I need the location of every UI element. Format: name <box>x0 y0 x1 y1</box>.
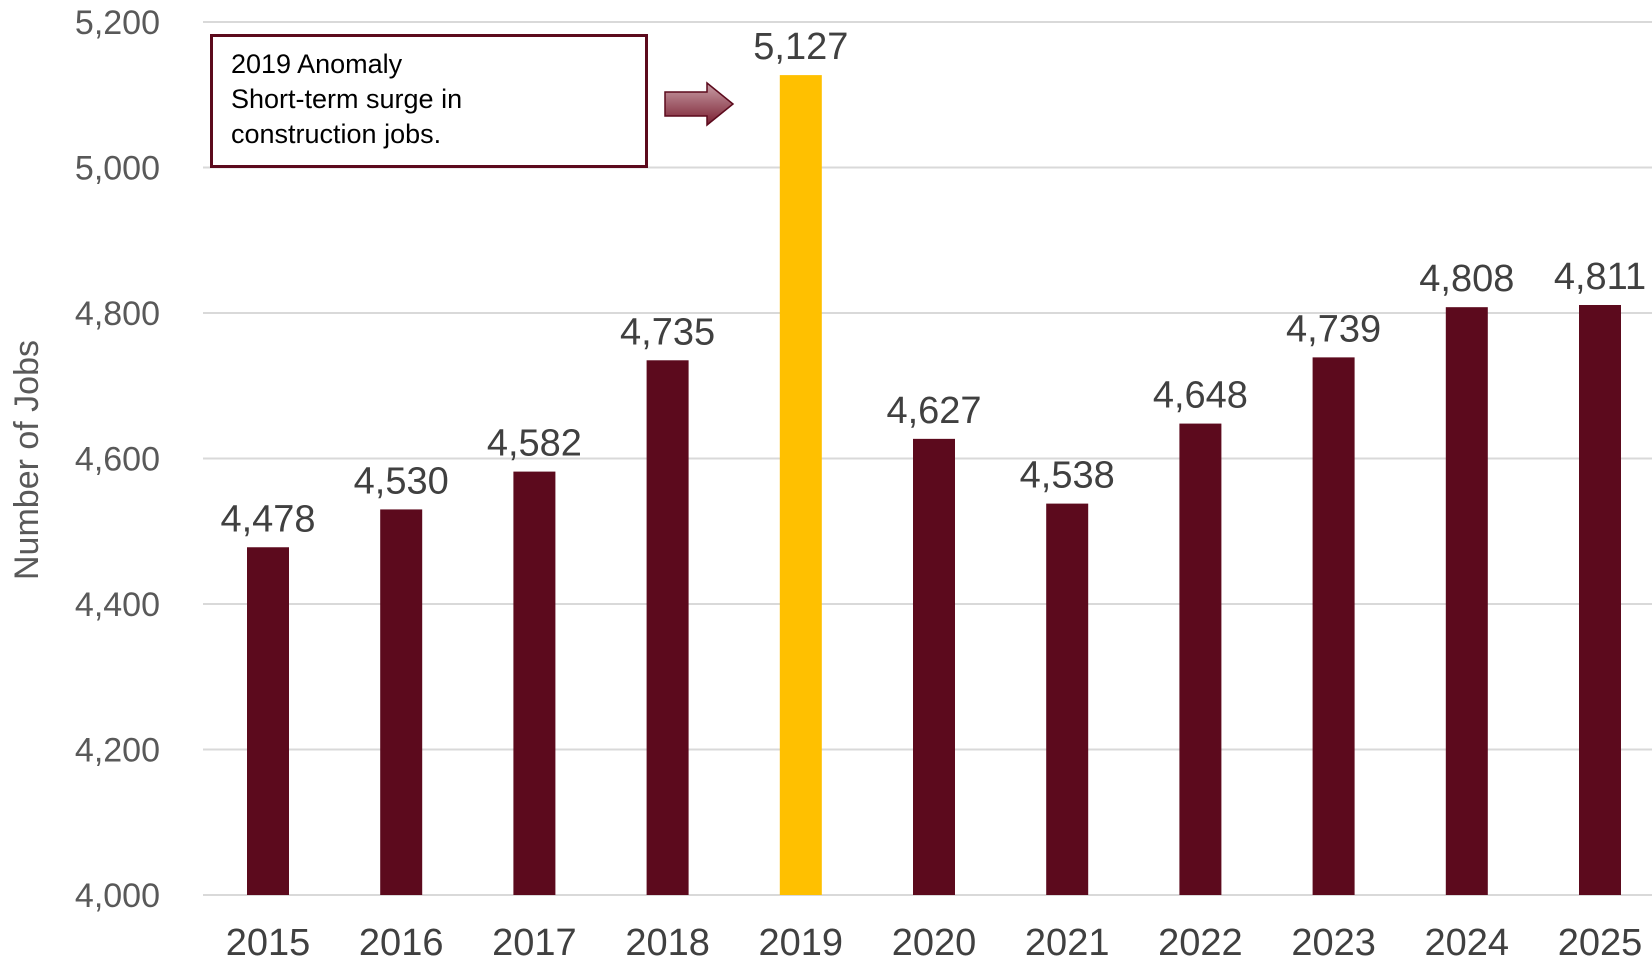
data-label-2017: 4,582 <box>487 423 582 465</box>
bar-2024 <box>1445 307 1488 895</box>
data-label-2018: 4,735 <box>620 311 715 353</box>
data-label-2015: 4,478 <box>220 498 315 540</box>
x-tick-label-2023: 2023 <box>1291 922 1376 964</box>
data-label-2021: 4,538 <box>1020 455 1115 497</box>
callout-line: construction jobs. <box>231 119 442 149</box>
y-tick-label: 5,200 <box>75 4 160 42</box>
data-label-2022: 4,648 <box>1153 375 1248 417</box>
y-tick-label: 4,600 <box>75 441 160 479</box>
y-tick-label: 5,000 <box>75 150 160 188</box>
y-tick-label: 4,200 <box>75 732 160 770</box>
y-tick-label: 4,000 <box>75 877 160 915</box>
bar-2018 <box>646 360 689 896</box>
y-tick-label: 4,400 <box>75 586 160 624</box>
x-tick-label-2024: 2024 <box>1425 922 1510 964</box>
bar-2022 <box>1179 423 1222 895</box>
data-label-2025: 4,811 <box>1554 256 1646 298</box>
callout-line: 2019 Anomaly <box>231 49 403 79</box>
y-axis-tick-labels: 4,000 4,200 4,400 4,600 4,800 5,000 5,200 <box>75 4 160 915</box>
bar-2021 <box>1046 503 1089 895</box>
y-axis-title: Number of Jobs <box>8 340 46 580</box>
data-label-2016: 4,530 <box>354 460 449 502</box>
data-label-2020: 4,627 <box>886 390 981 432</box>
x-tick-label-2017: 2017 <box>492 922 577 964</box>
bar-2023 <box>1312 357 1355 895</box>
bar-2016 <box>380 509 423 895</box>
bar-2025 <box>1579 304 1621 895</box>
x-tick-label-2021: 2021 <box>1025 922 1110 964</box>
callout-line: Short-term surge in <box>231 84 463 114</box>
x-axis-tick-labels: 2015 2016 2017 2018 2019 2020 2021 2022 2023 2024… <box>226 922 1643 964</box>
x-tick-label-2019: 2019 <box>759 922 844 964</box>
x-tick-label-2025: 2025 <box>1558 922 1643 964</box>
bar-2015 <box>247 547 289 895</box>
anomaly-callout-box: 2019 Anomaly Short-term surge in constru… <box>210 34 648 168</box>
data-labels: 4,478 4,530 4,582 4,735 5,127 4,627 4,538 4,648… <box>220 26 1646 540</box>
bar-2020 <box>913 438 955 895</box>
x-tick-label-2018: 2018 <box>625 922 710 964</box>
data-label-2024: 4,808 <box>1419 258 1514 300</box>
bars <box>247 75 1621 896</box>
y-tick-label: 4,800 <box>75 295 160 333</box>
callout-arrow-icon <box>664 81 735 127</box>
x-tick-label-2016: 2016 <box>359 922 444 964</box>
bar-2017 <box>513 471 556 895</box>
data-label-2019: 5,127 <box>753 26 848 68</box>
x-tick-label-2020: 2020 <box>892 922 977 964</box>
x-tick-label-2022: 2022 <box>1158 922 1243 964</box>
data-label-2023: 4,739 <box>1286 308 1381 350</box>
x-tick-label-2015: 2015 <box>226 922 311 964</box>
bar-2019 <box>779 75 822 896</box>
